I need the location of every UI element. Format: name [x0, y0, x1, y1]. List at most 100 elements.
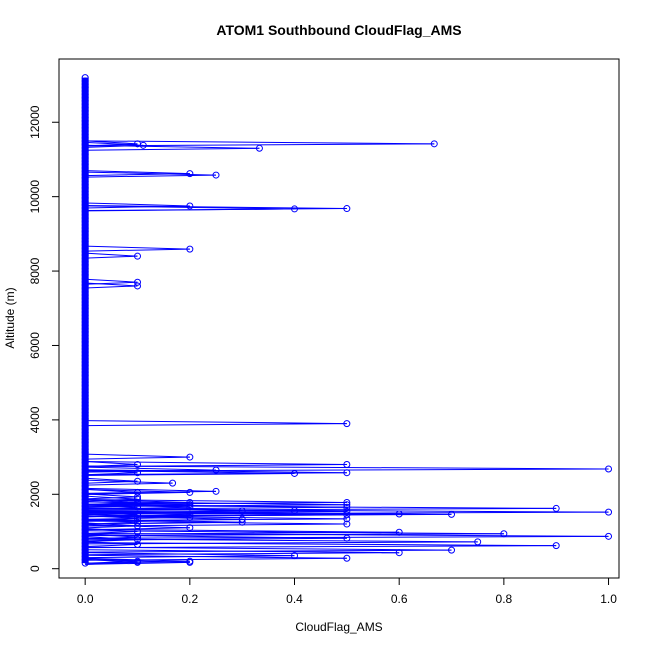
y-tick-label: 0	[28, 565, 42, 572]
zero-point	[81, 268, 89, 276]
zero-point	[81, 459, 89, 467]
chart-title: ATOM1 Southbound CloudFlag_AMS	[216, 22, 461, 38]
data-point	[291, 469, 299, 477]
data-point	[186, 498, 194, 506]
series-segment	[85, 535, 609, 539]
x-tick-label: 0.8	[496, 592, 513, 606]
data-point	[343, 461, 351, 469]
zero-point	[81, 285, 89, 293]
zero-point	[81, 151, 89, 159]
zero-point	[81, 127, 89, 135]
zero-point	[81, 278, 89, 286]
data-point	[134, 541, 142, 549]
data-point	[500, 530, 508, 538]
zero-point	[81, 539, 89, 547]
series-segment	[85, 501, 347, 506]
zero-point	[81, 154, 89, 162]
zero-point	[81, 208, 89, 216]
series-segment	[85, 479, 173, 484]
zero-point	[81, 177, 89, 185]
data-point	[186, 245, 194, 253]
x-axis-label: CloudFlag_AMS	[295, 620, 382, 634]
x-tick-label: 0.0	[77, 592, 94, 606]
zero-point	[81, 405, 89, 413]
zero-point	[81, 221, 89, 229]
data-point	[552, 542, 560, 550]
data-point	[134, 495, 142, 503]
zero-point	[81, 375, 89, 383]
series-segment	[85, 208, 347, 212]
series-segment	[85, 141, 144, 146]
x-axis: 0.0 0.2 0.4 0.6 0.8 1.0	[77, 577, 617, 606]
zero-point	[81, 114, 89, 122]
series-segment	[85, 282, 138, 287]
x-tick-label: 0.2	[181, 592, 198, 606]
zero-point	[81, 542, 89, 550]
zero-point	[81, 348, 89, 356]
zero-point	[81, 368, 89, 376]
zero-point	[81, 536, 89, 544]
zero-point	[81, 415, 89, 423]
series-segment	[85, 461, 347, 466]
series-segment	[85, 423, 347, 427]
series-segment	[85, 515, 347, 520]
zero-point	[81, 214, 89, 222]
zero-point	[81, 191, 89, 199]
zero-point	[81, 492, 89, 500]
zero-point	[81, 197, 89, 205]
zero-point	[81, 97, 89, 105]
zero-point	[81, 94, 89, 102]
zero-point	[81, 552, 89, 560]
zero-point	[81, 355, 89, 363]
series-segment	[85, 552, 400, 556]
zero-point	[81, 171, 89, 179]
zero-point	[81, 87, 89, 95]
data-point	[343, 534, 351, 542]
zero-point	[81, 117, 89, 125]
x-tick-label: 0.4	[286, 592, 303, 606]
data-point	[291, 205, 299, 213]
zero-point	[81, 134, 89, 142]
series-segment	[85, 285, 138, 289]
zero-point	[81, 90, 89, 98]
zero-point	[81, 120, 89, 128]
zero-point	[81, 509, 89, 517]
series-segment	[85, 205, 347, 210]
zero-point	[81, 529, 89, 537]
series-segment	[85, 255, 138, 259]
zero-point	[81, 372, 89, 380]
series-segment	[85, 252, 138, 257]
series-segment	[85, 248, 190, 252]
zero-point	[81, 429, 89, 437]
zero-point	[81, 144, 89, 152]
data-point	[343, 554, 351, 562]
data-point	[343, 503, 351, 511]
series-segment	[85, 472, 347, 476]
y-tick-label: 10000	[28, 180, 42, 214]
data-point	[186, 202, 194, 210]
data-point	[134, 503, 142, 511]
zero-point	[81, 499, 89, 507]
zero-point	[81, 298, 89, 306]
data-point	[238, 507, 246, 515]
data-point	[186, 488, 194, 496]
data-point	[134, 533, 142, 541]
zero-point	[81, 532, 89, 540]
zero-point	[81, 107, 89, 115]
zero-point	[81, 452, 89, 460]
zero-point	[81, 475, 89, 483]
data-point	[169, 479, 177, 487]
data-point	[605, 532, 613, 540]
data-point	[255, 144, 263, 152]
zero-point	[81, 345, 89, 353]
series-segment	[85, 546, 452, 551]
data-point	[212, 487, 220, 495]
zero-point	[81, 74, 89, 82]
zero-point	[81, 412, 89, 420]
zero-point	[81, 241, 89, 249]
zero-point	[81, 388, 89, 396]
zero-point	[81, 502, 89, 510]
data-point	[212, 466, 220, 474]
series-segment	[85, 147, 260, 151]
series-segment	[85, 482, 173, 486]
